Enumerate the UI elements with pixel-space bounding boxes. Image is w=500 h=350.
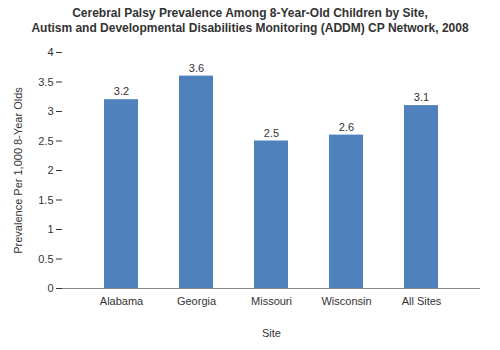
svg-text:3.1: 3.1 [414, 91, 429, 103]
svg-text:3.2: 3.2 [114, 85, 129, 97]
svg-text:1: 1 [47, 223, 53, 235]
svg-text:2: 2 [47, 164, 53, 176]
svg-text:2.5: 2.5 [38, 135, 53, 147]
svg-text:2.6: 2.6 [339, 121, 354, 133]
svg-text:Site: Site [262, 327, 281, 339]
svg-text:0: 0 [47, 282, 53, 294]
html-text:Cerebral Palsy Prevalence Amon: Cerebral Palsy Prevalence Among 8-Year-O… [31, 6, 469, 35]
svg-text:3.5: 3.5 [38, 76, 53, 88]
svg-text:Alabama: Alabama [100, 295, 144, 307]
svg-text:3.6: 3.6 [189, 62, 204, 74]
svg-text:1.5: 1.5 [38, 194, 53, 206]
svg-text:Missouri: Missouri [251, 295, 292, 307]
svg-text:3: 3 [47, 105, 53, 117]
svg-text:2.5: 2.5 [264, 127, 279, 139]
svg-text:4: 4 [47, 46, 53, 58]
svg-text:Wisconsin: Wisconsin [321, 295, 371, 307]
svg-text:Prevalence Per 1,000 8-Year Ol: Prevalence Per 1,000 8-Year Olds [12, 87, 24, 254]
svg-text:0.5: 0.5 [38, 253, 53, 265]
svg-text:Georgia: Georgia [177, 295, 217, 307]
svg-text:All Sites: All Sites [402, 295, 442, 307]
